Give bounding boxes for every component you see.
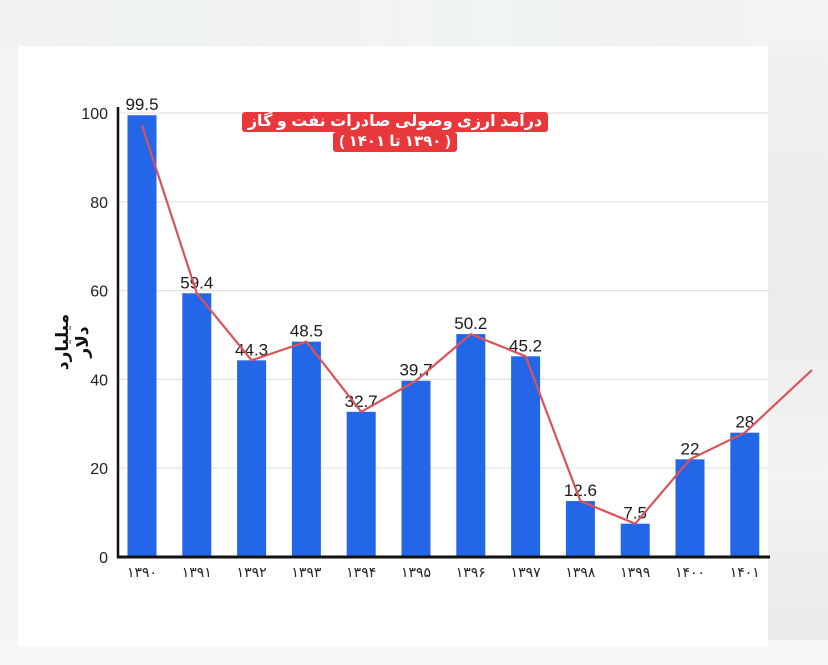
bar-value-label: 45.2 bbox=[509, 336, 542, 355]
x-tick-label: ۱۳۹۲ bbox=[237, 565, 267, 581]
trend-line bbox=[140, 124, 813, 525]
bar-value-label: 12.6 bbox=[564, 481, 597, 500]
chart-title: درآمد ارزی وصولی صادرات نفت و گاز ( ۱۳۹۰… bbox=[236, 112, 554, 152]
x-tick-label: ۱۴۰۰ bbox=[675, 565, 705, 581]
bar-value-label: 48.5 bbox=[290, 322, 323, 341]
bar bbox=[511, 356, 541, 557]
bar-value-label: 22 bbox=[681, 439, 700, 458]
bar-value-label: 50.2 bbox=[454, 314, 487, 333]
x-tick-label: ۱۳۹۰ bbox=[127, 565, 157, 581]
y-tick-label: 40 bbox=[90, 372, 108, 389]
bar bbox=[456, 334, 486, 557]
bar bbox=[401, 380, 431, 557]
bar-value-label: 28 bbox=[735, 413, 754, 432]
bar-value-label: 44.3 bbox=[235, 340, 268, 359]
bar bbox=[346, 411, 376, 557]
bar bbox=[182, 293, 212, 557]
chart-title-line1: درآمد ارزی وصولی صادرات نفت و گاز bbox=[241, 112, 549, 132]
background-right-panel bbox=[768, 40, 828, 665]
y-tick-label: 60 bbox=[90, 284, 108, 301]
x-tick-label: ۱۳۹۹ bbox=[620, 565, 650, 581]
bar bbox=[675, 459, 705, 557]
x-tick-label: ۱۴۰۱ bbox=[730, 565, 760, 581]
y-tick-label: 20 bbox=[90, 461, 108, 478]
chart-subtitle: ( ۱۳۹۰ تا ۱۴۰۱ ) bbox=[333, 132, 457, 152]
x-tick-label: ۱۳۹۳ bbox=[291, 565, 322, 581]
bar bbox=[730, 432, 760, 557]
y-tick-label: 80 bbox=[90, 195, 108, 212]
bar bbox=[127, 115, 157, 557]
x-tick-label: ۱۳۹۶ bbox=[456, 565, 486, 581]
y-tick-label: 100 bbox=[81, 106, 108, 123]
x-tick-label: ۱۳۹۷ bbox=[511, 565, 542, 581]
x-tick-label: ۱۳۹۵ bbox=[401, 565, 431, 581]
x-tick-label: ۱۳۹۸ bbox=[565, 565, 596, 581]
bar bbox=[620, 523, 650, 557]
background-photo-strip bbox=[0, 0, 828, 48]
bar bbox=[291, 341, 321, 557]
bar-value-label: 59.4 bbox=[180, 273, 213, 292]
bar-value-label: 99.5 bbox=[125, 95, 158, 114]
bar-value-label: 32.7 bbox=[345, 392, 378, 411]
bar bbox=[565, 501, 595, 557]
y-axis-label: میلیارد دلار bbox=[53, 313, 92, 371]
bar bbox=[237, 360, 267, 557]
y-tick-label: 0 bbox=[99, 550, 108, 567]
x-tick-label: ۱۳۹۱ bbox=[182, 565, 212, 581]
x-tick-label: ۱۳۹۴ bbox=[346, 565, 376, 581]
